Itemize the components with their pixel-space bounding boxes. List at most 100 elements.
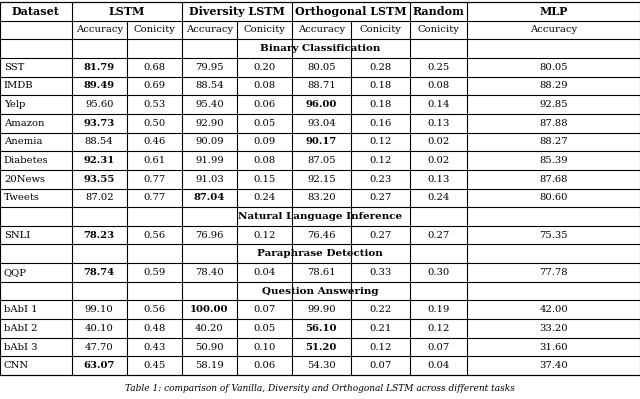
Text: 92.90: 92.90 [195,119,223,128]
Text: IMDB: IMDB [4,81,33,91]
Text: 0.04: 0.04 [253,268,275,277]
Text: 87.88: 87.88 [540,119,568,128]
Text: 0.61: 0.61 [143,156,165,165]
Text: 0.27: 0.27 [428,231,449,240]
Text: 0.10: 0.10 [253,343,275,352]
Text: 78.74: 78.74 [84,268,115,277]
Text: 88.54: 88.54 [195,81,223,91]
Text: 0.21: 0.21 [369,324,391,333]
Text: 90.09: 90.09 [195,137,223,146]
Text: 0.77: 0.77 [143,194,165,202]
Text: 85.39: 85.39 [540,156,568,165]
Text: 91.99: 91.99 [195,156,223,165]
Text: 0.07: 0.07 [369,361,391,370]
Text: 89.49: 89.49 [84,81,115,91]
Text: Question Answering: Question Answering [262,286,378,296]
Text: 92.85: 92.85 [540,100,568,109]
Text: 0.27: 0.27 [369,231,391,240]
Text: 0.12: 0.12 [369,343,391,352]
Text: Conicity: Conicity [417,26,460,34]
Text: 92.15: 92.15 [307,175,335,184]
Text: 58.19: 58.19 [195,361,223,370]
Text: 0.12: 0.12 [253,231,275,240]
Text: 0.07: 0.07 [428,343,449,352]
Text: Conicity: Conicity [243,26,285,34]
Text: 0.28: 0.28 [369,63,391,72]
Text: 0.27: 0.27 [369,194,391,202]
Text: SST: SST [4,63,24,72]
Text: 42.00: 42.00 [540,305,568,314]
Text: 87.68: 87.68 [540,175,568,184]
Text: 95.40: 95.40 [195,100,223,109]
Text: 80.05: 80.05 [307,63,335,72]
Text: 54.30: 54.30 [307,361,335,370]
Text: 77.78: 77.78 [540,268,568,277]
Text: 87.05: 87.05 [307,156,335,165]
Text: 78.23: 78.23 [84,231,115,240]
Text: 0.02: 0.02 [428,137,449,146]
Text: 56.10: 56.10 [305,324,337,333]
Text: 0.45: 0.45 [143,361,165,370]
Text: Yelp: Yelp [4,100,25,109]
Text: CNN: CNN [4,361,29,370]
Text: 0.20: 0.20 [253,63,275,72]
Text: 81.79: 81.79 [84,63,115,72]
Text: Accuracy: Accuracy [186,26,233,34]
Text: Accuracy: Accuracy [298,26,345,34]
Text: Conicity: Conicity [133,26,175,34]
Text: 88.71: 88.71 [307,81,335,91]
Text: 0.24: 0.24 [253,194,275,202]
Text: 0.25: 0.25 [428,63,449,72]
Text: 99.10: 99.10 [85,305,113,314]
Text: 76.46: 76.46 [307,231,335,240]
Text: 75.35: 75.35 [540,231,568,240]
Text: 0.53: 0.53 [143,100,165,109]
Text: 0.13: 0.13 [428,175,449,184]
Text: 90.17: 90.17 [306,137,337,146]
Text: 47.70: 47.70 [85,343,113,352]
Text: 99.90: 99.90 [307,305,335,314]
Text: 31.60: 31.60 [540,343,568,352]
Text: 0.33: 0.33 [369,268,391,277]
Text: 0.12: 0.12 [428,324,449,333]
Text: 0.56: 0.56 [143,231,165,240]
Text: Random: Random [412,6,465,17]
Text: 20News: 20News [4,175,45,184]
Text: 0.23: 0.23 [369,175,391,184]
Text: Orthogonal LSTM: Orthogonal LSTM [295,6,406,17]
Text: 0.46: 0.46 [143,137,165,146]
Text: 0.69: 0.69 [143,81,165,91]
Text: 87.02: 87.02 [85,194,113,202]
Text: 0.06: 0.06 [253,100,275,109]
Text: 0.02: 0.02 [428,156,449,165]
Text: 0.48: 0.48 [143,324,165,333]
Text: bAbI 1: bAbI 1 [4,305,38,314]
Text: 93.73: 93.73 [84,119,115,128]
Text: 0.13: 0.13 [428,119,449,128]
Text: Natural Language Inference: Natural Language Inference [238,212,402,221]
Text: 92.31: 92.31 [84,156,115,165]
Text: 0.14: 0.14 [427,100,450,109]
Text: 80.05: 80.05 [540,63,568,72]
Text: 0.09: 0.09 [253,137,275,146]
Text: 93.04: 93.04 [307,119,335,128]
Text: 0.18: 0.18 [369,100,391,109]
Text: 93.55: 93.55 [83,175,115,184]
Text: 88.27: 88.27 [540,137,568,146]
Text: Accuracy: Accuracy [76,26,123,34]
Text: 50.90: 50.90 [195,343,223,352]
Text: 0.22: 0.22 [369,305,391,314]
Text: Paraphrase Detection: Paraphrase Detection [257,249,383,258]
Text: 0.56: 0.56 [143,305,165,314]
Text: 79.95: 79.95 [195,63,223,72]
Text: Accuracy: Accuracy [530,26,577,34]
Text: 40.20: 40.20 [195,324,223,333]
Text: 0.24: 0.24 [428,194,449,202]
Text: 100.00: 100.00 [190,305,228,314]
Text: 78.61: 78.61 [307,268,335,277]
Text: Dataset: Dataset [12,6,60,17]
Text: 0.08: 0.08 [253,156,275,165]
Text: Conicity: Conicity [359,26,401,34]
Text: 0.43: 0.43 [143,343,165,352]
Text: 0.68: 0.68 [143,63,165,72]
